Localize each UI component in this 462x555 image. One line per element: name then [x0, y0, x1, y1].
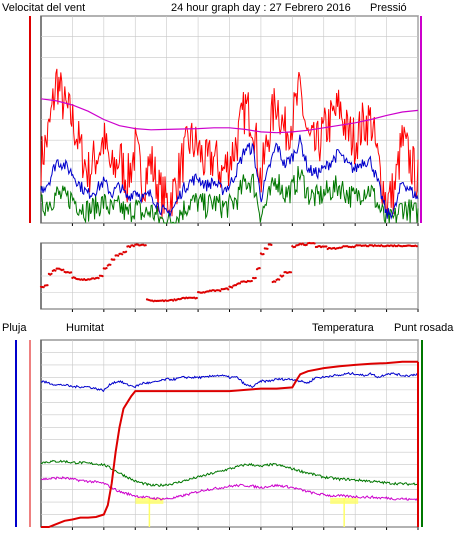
- direction-point: [121, 253, 124, 256]
- humidity-series: [40, 371, 419, 393]
- direction-point: [270, 243, 273, 246]
- wind-direction-panel: [39, 241, 419, 312]
- wind-gust-series: [40, 68, 419, 219]
- direction-point: [70, 271, 73, 274]
- pressure-label: Pressió: [370, 2, 407, 14]
- wind-avg-series: [40, 134, 419, 220]
- direction-point: [325, 245, 328, 248]
- direction-point: [50, 272, 53, 275]
- direction-point: [301, 242, 304, 245]
- direction-point: [101, 275, 104, 278]
- direction-point: [313, 242, 316, 245]
- dewpoint-label: Punt rosada: [394, 322, 454, 334]
- direction-point: [293, 245, 297, 248]
- direction-point: [238, 282, 242, 285]
- direction-point: [54, 269, 57, 272]
- direction-point: [219, 289, 222, 293]
- direction-point: [117, 254, 120, 257]
- direction-point: [97, 277, 100, 280]
- direction-point: [132, 245, 135, 248]
- direction-point: [144, 244, 147, 247]
- direction-point: [62, 268, 65, 271]
- direction-point: [227, 288, 230, 291]
- direction-point: [274, 280, 277, 283]
- direction-point: [128, 245, 132, 249]
- direction-point: [42, 286, 45, 289]
- direction-point: [278, 278, 281, 281]
- direction-point: [113, 258, 116, 261]
- wind-min-series: [40, 165, 419, 224]
- graph-title: 24 hour graph day : 27 Febrero 2016: [171, 2, 351, 14]
- humidity-label: Humitat: [66, 322, 104, 334]
- direction-point: [282, 274, 285, 277]
- rain-series: [41, 360, 418, 528]
- direction-point: [109, 263, 112, 266]
- temperature-series: [40, 459, 419, 488]
- direction-point: [250, 279, 253, 283]
- direction-point: [258, 267, 261, 270]
- wind-speed-label: Velocitat del vent: [2, 2, 85, 14]
- direction-point: [289, 271, 293, 274]
- direction-point: [125, 250, 128, 253]
- direction-point: [305, 243, 308, 246]
- direction-point: [105, 267, 108, 270]
- temperature-label: Temperatura: [312, 322, 375, 334]
- dewpoint-series: [40, 476, 419, 502]
- direction-point: [46, 284, 49, 287]
- rain-label: Pluja: [2, 322, 27, 334]
- pressure-series: [40, 98, 419, 134]
- direction-point: [262, 253, 265, 256]
- wind-pressure-panel: [29, 15, 422, 226]
- rain-humidity-temperature-panel: [15, 339, 423, 530]
- direction-point: [254, 276, 257, 280]
- direction-point: [266, 247, 269, 250]
- direction-point: [231, 286, 234, 289]
- direction-point: [415, 245, 418, 248]
- direction-point: [195, 296, 198, 300]
